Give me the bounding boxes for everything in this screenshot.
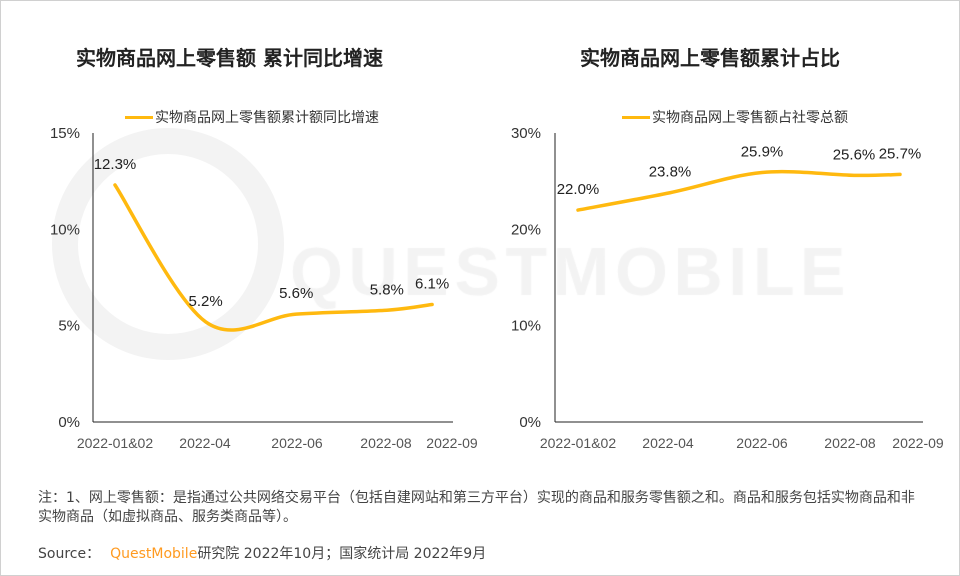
x-tick-label: 2022-04	[179, 435, 231, 451]
x-tick-label: 2022-01&02	[540, 435, 617, 451]
data-label: 5.8%	[370, 281, 404, 298]
chart-title-left: 实物商品网上零售额 累计同比增速	[76, 46, 383, 70]
data-label: 25.9%	[741, 143, 784, 160]
legend-right: 实物商品网上零售额占社零总额	[622, 107, 848, 127]
source-line: Source： QuestMobile研究院 2022年10月；国家统计局 202…	[38, 543, 486, 563]
data-label: 5.2%	[188, 293, 222, 310]
y-tick-label: 10%	[50, 221, 80, 238]
x-tick-label: 2022-06	[736, 435, 788, 451]
source-label: Source：	[38, 546, 101, 562]
y-tick-label: 20%	[511, 221, 541, 238]
y-tick-label: 0%	[58, 414, 80, 431]
x-tick-label: 2022-01&02	[77, 435, 154, 451]
legend-swatch	[622, 115, 650, 119]
source-brand: QuestMobile	[110, 546, 198, 562]
x-tick-label: 2022-08	[360, 435, 412, 451]
data-label: 12.3%	[94, 156, 137, 173]
legend-left: 实物商品网上零售额累计额同比增速	[125, 107, 379, 127]
data-label: 25.7%	[879, 145, 922, 162]
y-tick-label: 10%	[511, 318, 541, 335]
source-text: 研究院 2022年10月；国家统计局 2022年9月	[197, 546, 487, 562]
chart-title-right: 实物商品网上零售额累计占比	[580, 46, 840, 70]
data-label: 6.1%	[415, 275, 449, 292]
data-label: 23.8%	[649, 164, 692, 181]
x-tick-label: 2022-09	[892, 435, 944, 451]
legend-swatch	[125, 115, 153, 119]
data-label: 25.6%	[833, 146, 876, 163]
x-tick-label: 2022-04	[642, 435, 694, 451]
y-tick-label: 5%	[58, 318, 80, 335]
x-tick-label: 2022-06	[271, 435, 323, 451]
x-tick-label: 2022-08	[824, 435, 876, 451]
y-tick-label: 15%	[50, 125, 80, 142]
x-tick-label: 2022-09	[426, 435, 478, 451]
data-label: 22.0%	[557, 181, 600, 198]
legend-label: 实物商品网上零售额占社零总额	[652, 110, 848, 126]
legend-label: 实物商品网上零售额累计额同比增速	[155, 110, 379, 126]
series-line	[576, 169, 902, 212]
y-tick-label: 30%	[511, 125, 541, 142]
series-line	[113, 183, 434, 332]
footnote: 注：1、网上零售额：是指通过公共网络交易平台（包括自建网站和第三方平台）实现的商…	[38, 490, 915, 525]
y-tick-label: 0%	[519, 414, 541, 431]
data-label: 5.6%	[279, 285, 313, 302]
